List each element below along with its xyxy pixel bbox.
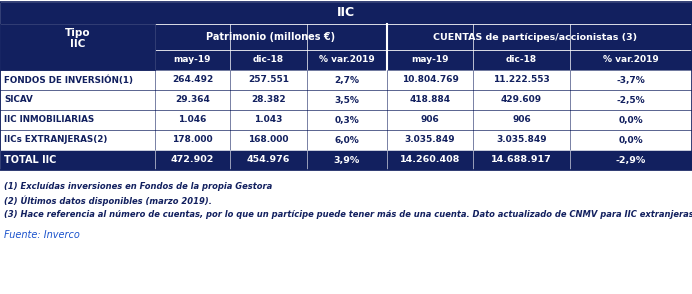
- Text: 454.976: 454.976: [247, 156, 290, 165]
- Text: may-19: may-19: [174, 56, 211, 64]
- Bar: [0, 90, 692, 110]
- Text: 14.688.917: 14.688.917: [491, 156, 552, 165]
- Bar: [0, 2, 692, 170]
- Text: SICAV: SICAV: [4, 96, 33, 104]
- Text: 3,5%: 3,5%: [334, 96, 359, 104]
- Text: may-19: may-19: [411, 56, 448, 64]
- Text: 257.551: 257.551: [248, 76, 289, 84]
- Text: -3,7%: -3,7%: [617, 76, 646, 84]
- Bar: [0, 70, 692, 90]
- Text: 178.000: 178.000: [172, 136, 213, 144]
- Text: TOTAL IIC: TOTAL IIC: [4, 155, 56, 165]
- Text: -2,5%: -2,5%: [617, 96, 646, 104]
- Text: IIC: IIC: [337, 6, 355, 19]
- Text: dic-18: dic-18: [253, 56, 284, 64]
- Text: 11.222.553: 11.222.553: [493, 76, 550, 84]
- Text: 2,7%: 2,7%: [334, 76, 360, 84]
- Text: 906: 906: [421, 116, 439, 124]
- Text: 1.046: 1.046: [179, 116, 207, 124]
- Text: IIC INMOBILIARIAS: IIC INMOBILIARIAS: [4, 116, 94, 124]
- Text: 906: 906: [512, 116, 531, 124]
- Text: -2,9%: -2,9%: [616, 156, 646, 165]
- Text: Patrimonio (millones €): Patrimonio (millones €): [206, 32, 336, 42]
- Bar: [0, 150, 692, 170]
- Text: 168.000: 168.000: [248, 136, 289, 144]
- Text: 0,0%: 0,0%: [619, 136, 644, 144]
- Bar: [0, 110, 692, 130]
- Bar: [0, 24, 155, 70]
- Text: IICs EXTRANJERAS(2): IICs EXTRANJERAS(2): [4, 136, 107, 144]
- Text: 418.884: 418.884: [410, 96, 450, 104]
- Bar: [155, 50, 692, 70]
- Text: FONDOS DE INVERSIÓN(1): FONDOS DE INVERSIÓN(1): [4, 75, 133, 85]
- Text: 28.382: 28.382: [251, 96, 286, 104]
- Text: 3,9%: 3,9%: [334, 156, 360, 165]
- Text: 0,0%: 0,0%: [619, 116, 644, 124]
- Text: % var.2019: % var.2019: [603, 56, 659, 64]
- Text: IIC: IIC: [70, 39, 85, 49]
- Text: Tipo: Tipo: [64, 28, 91, 38]
- Text: 1.043: 1.043: [255, 116, 283, 124]
- Bar: [0, 2, 692, 24]
- Text: 264.492: 264.492: [172, 76, 213, 84]
- Text: Fuente: Inverco: Fuente: Inverco: [4, 230, 80, 240]
- Text: (1) Excluídas inversiones en Fondos de la propia Gestora: (1) Excluídas inversiones en Fondos de l…: [4, 182, 272, 191]
- Text: 0,3%: 0,3%: [335, 116, 359, 124]
- Text: 14.260.408: 14.260.408: [400, 156, 460, 165]
- Text: (3) Hace referencia al número de cuentas, por lo que un partícipe puede tener má: (3) Hace referencia al número de cuentas…: [4, 210, 692, 219]
- Text: (2) Últimos datos disponibles (marzo 2019).: (2) Últimos datos disponibles (marzo 201…: [4, 196, 212, 206]
- Bar: [155, 24, 387, 50]
- Text: 472.902: 472.902: [171, 156, 215, 165]
- Text: 29.364: 29.364: [175, 96, 210, 104]
- Text: 429.609: 429.609: [501, 96, 542, 104]
- Bar: [387, 24, 692, 50]
- Text: 3.035.849: 3.035.849: [405, 136, 455, 144]
- Text: % var.2019: % var.2019: [319, 56, 375, 64]
- Text: dic-18: dic-18: [506, 56, 537, 64]
- Text: 3.035.849: 3.035.849: [496, 136, 547, 144]
- Bar: [0, 130, 692, 150]
- Text: 6,0%: 6,0%: [335, 136, 359, 144]
- Text: 10.804.769: 10.804.769: [401, 76, 458, 84]
- Text: CUENTAS de partícipes/accionistas (3): CUENTAS de partícipes/accionistas (3): [433, 33, 637, 41]
